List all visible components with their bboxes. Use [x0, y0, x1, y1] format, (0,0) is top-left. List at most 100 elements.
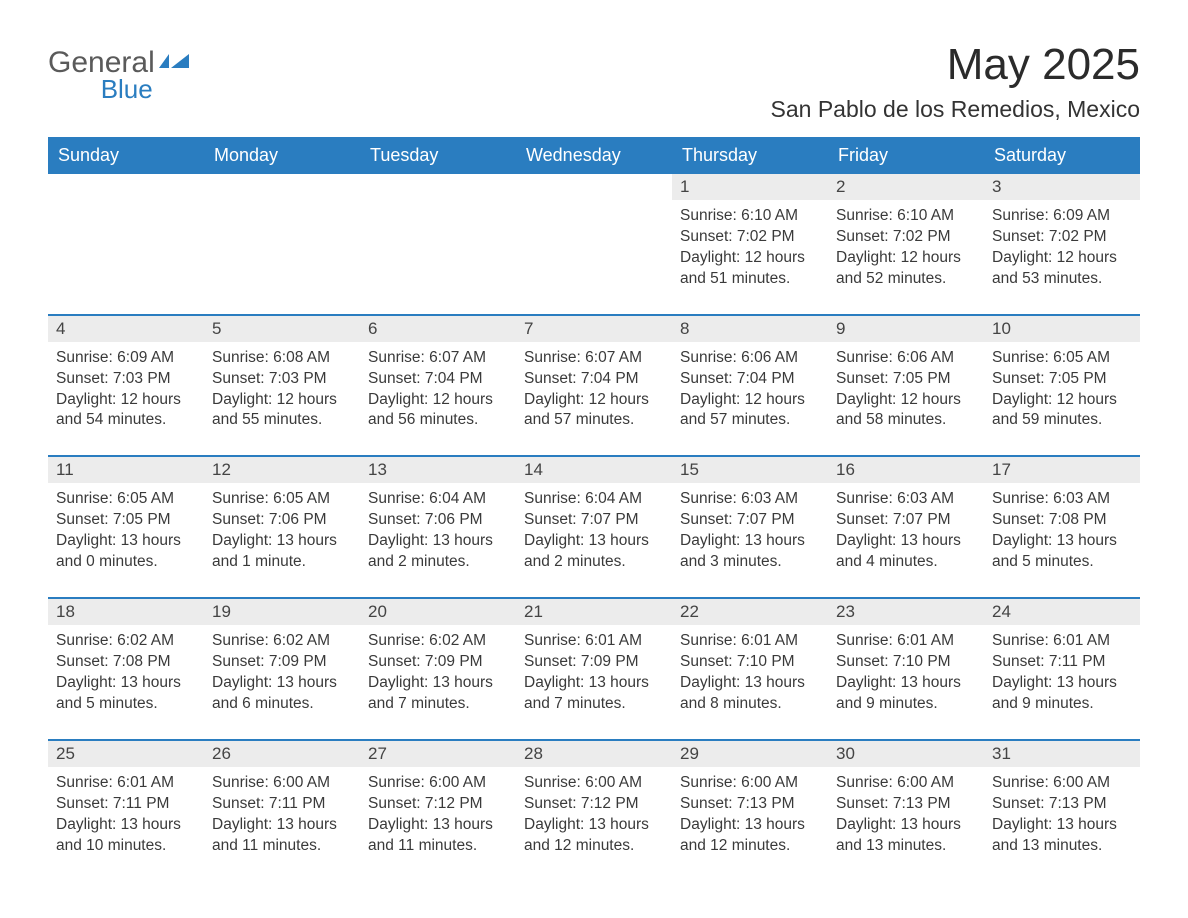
sunset-line: Sunset: 7:07 PM	[680, 510, 820, 531]
sunrise-line: Sunrise: 6:06 AM	[680, 348, 820, 369]
page-header: General Blue May 2025 San Pablo de los R…	[48, 40, 1140, 123]
week-body-row: Sunrise: 6:05 AMSunset: 7:05 PMDaylight:…	[48, 483, 1140, 598]
day-number-cell: 21	[516, 598, 672, 625]
day-detail-cell: Sunrise: 6:05 AMSunset: 7:05 PMDaylight:…	[48, 483, 204, 598]
day-detail-cell: Sunrise: 6:00 AMSunset: 7:13 PMDaylight:…	[672, 767, 828, 881]
sunset-line: Sunset: 7:12 PM	[524, 794, 664, 815]
sunset-line: Sunset: 7:08 PM	[56, 652, 196, 673]
day-detail-cell: Sunrise: 6:07 AMSunset: 7:04 PMDaylight:…	[360, 342, 516, 457]
day-detail-cell: Sunrise: 6:01 AMSunset: 7:10 PMDaylight:…	[672, 625, 828, 740]
day-number-cell: 5	[204, 315, 360, 342]
day-number-cell: 26	[204, 740, 360, 767]
day-detail-cell: Sunrise: 6:04 AMSunset: 7:06 PMDaylight:…	[360, 483, 516, 598]
daylight-line: Daylight: 12 hours and 51 minutes.	[680, 248, 820, 290]
day-detail-cell	[360, 200, 516, 315]
sunset-line: Sunset: 7:11 PM	[56, 794, 196, 815]
sunrise-line: Sunrise: 6:01 AM	[56, 773, 196, 794]
day-number-cell: 9	[828, 315, 984, 342]
weekday-header: Thursday	[672, 137, 828, 174]
day-detail-cell: Sunrise: 6:06 AMSunset: 7:05 PMDaylight:…	[828, 342, 984, 457]
day-detail-cell: Sunrise: 6:00 AMSunset: 7:12 PMDaylight:…	[516, 767, 672, 881]
daylight-line: Daylight: 13 hours and 5 minutes.	[56, 673, 196, 715]
daylight-line: Daylight: 12 hours and 55 minutes.	[212, 390, 352, 432]
day-number-cell: 17	[984, 456, 1140, 483]
daylight-line: Daylight: 13 hours and 2 minutes.	[524, 531, 664, 573]
day-number-cell: 4	[48, 315, 204, 342]
day-number-cell: 18	[48, 598, 204, 625]
sunrise-line: Sunrise: 6:00 AM	[680, 773, 820, 794]
day-detail-cell	[204, 200, 360, 315]
week-daynum-row: 25262728293031	[48, 740, 1140, 767]
weekday-header: Tuesday	[360, 137, 516, 174]
sunrise-line: Sunrise: 6:02 AM	[368, 631, 508, 652]
week-body-row: Sunrise: 6:01 AMSunset: 7:11 PMDaylight:…	[48, 767, 1140, 881]
day-detail-cell	[516, 200, 672, 315]
sunrise-line: Sunrise: 6:03 AM	[992, 489, 1132, 510]
sunrise-line: Sunrise: 6:03 AM	[680, 489, 820, 510]
daylight-line: Daylight: 13 hours and 7 minutes.	[368, 673, 508, 715]
sunset-line: Sunset: 7:09 PM	[212, 652, 352, 673]
day-number-cell: 13	[360, 456, 516, 483]
day-number-cell: 27	[360, 740, 516, 767]
day-detail-cell: Sunrise: 6:09 AMSunset: 7:02 PMDaylight:…	[984, 200, 1140, 315]
sunset-line: Sunset: 7:02 PM	[992, 227, 1132, 248]
daylight-line: Daylight: 13 hours and 5 minutes.	[992, 531, 1132, 573]
sunset-line: Sunset: 7:04 PM	[680, 369, 820, 390]
sunrise-line: Sunrise: 6:05 AM	[56, 489, 196, 510]
weekday-header-row: Sunday Monday Tuesday Wednesday Thursday…	[48, 137, 1140, 174]
sunrise-line: Sunrise: 6:09 AM	[992, 206, 1132, 227]
day-detail-cell: Sunrise: 6:02 AMSunset: 7:09 PMDaylight:…	[360, 625, 516, 740]
sunset-line: Sunset: 7:04 PM	[368, 369, 508, 390]
sunset-line: Sunset: 7:03 PM	[212, 369, 352, 390]
day-detail-cell: Sunrise: 6:09 AMSunset: 7:03 PMDaylight:…	[48, 342, 204, 457]
daylight-line: Daylight: 12 hours and 58 minutes.	[836, 390, 976, 432]
weekday-header: Friday	[828, 137, 984, 174]
day-number-cell: 3	[984, 174, 1140, 200]
day-number-cell: 19	[204, 598, 360, 625]
daylight-line: Daylight: 12 hours and 53 minutes.	[992, 248, 1132, 290]
sunrise-line: Sunrise: 6:05 AM	[212, 489, 352, 510]
sunrise-line: Sunrise: 6:02 AM	[56, 631, 196, 652]
week-body-row: Sunrise: 6:10 AMSunset: 7:02 PMDaylight:…	[48, 200, 1140, 315]
sunset-line: Sunset: 7:13 PM	[836, 794, 976, 815]
weekday-header: Sunday	[48, 137, 204, 174]
sunrise-line: Sunrise: 6:02 AM	[212, 631, 352, 652]
day-number-cell	[48, 174, 204, 200]
brand-flag-icon	[159, 54, 193, 78]
day-detail-cell: Sunrise: 6:02 AMSunset: 7:09 PMDaylight:…	[204, 625, 360, 740]
day-number-cell: 25	[48, 740, 204, 767]
day-number-cell	[360, 174, 516, 200]
sunrise-line: Sunrise: 6:03 AM	[836, 489, 976, 510]
sunset-line: Sunset: 7:08 PM	[992, 510, 1132, 531]
sunset-line: Sunset: 7:11 PM	[212, 794, 352, 815]
calendar-table: Sunday Monday Tuesday Wednesday Thursday…	[48, 137, 1140, 880]
brand-line2: Blue	[48, 76, 155, 102]
day-detail-cell: Sunrise: 6:10 AMSunset: 7:02 PMDaylight:…	[672, 200, 828, 315]
day-detail-cell: Sunrise: 6:03 AMSunset: 7:07 PMDaylight:…	[672, 483, 828, 598]
day-number-cell: 29	[672, 740, 828, 767]
day-detail-cell: Sunrise: 6:06 AMSunset: 7:04 PMDaylight:…	[672, 342, 828, 457]
week-body-row: Sunrise: 6:02 AMSunset: 7:08 PMDaylight:…	[48, 625, 1140, 740]
day-number-cell: 8	[672, 315, 828, 342]
day-detail-cell: Sunrise: 6:00 AMSunset: 7:11 PMDaylight:…	[204, 767, 360, 881]
sunrise-line: Sunrise: 6:05 AM	[992, 348, 1132, 369]
sunrise-line: Sunrise: 6:06 AM	[836, 348, 976, 369]
calendar-document: General Blue May 2025 San Pablo de los R…	[0, 0, 1188, 910]
day-detail-cell: Sunrise: 6:05 AMSunset: 7:05 PMDaylight:…	[984, 342, 1140, 457]
day-detail-cell: Sunrise: 6:01 AMSunset: 7:11 PMDaylight:…	[48, 767, 204, 881]
day-number-cell: 14	[516, 456, 672, 483]
sunrise-line: Sunrise: 6:08 AM	[212, 348, 352, 369]
day-detail-cell: Sunrise: 6:04 AMSunset: 7:07 PMDaylight:…	[516, 483, 672, 598]
sunrise-line: Sunrise: 6:10 AM	[836, 206, 976, 227]
day-detail-cell	[48, 200, 204, 315]
day-number-cell	[516, 174, 672, 200]
week-daynum-row: 123	[48, 174, 1140, 200]
daylight-line: Daylight: 13 hours and 1 minute.	[212, 531, 352, 573]
month-title: May 2025	[771, 40, 1140, 90]
title-block: May 2025 San Pablo de los Remedios, Mexi…	[771, 40, 1140, 123]
brand-text: General Blue	[48, 48, 155, 102]
sunset-line: Sunset: 7:02 PM	[836, 227, 976, 248]
sunset-line: Sunset: 7:04 PM	[524, 369, 664, 390]
sunset-line: Sunset: 7:05 PM	[992, 369, 1132, 390]
day-detail-cell: Sunrise: 6:02 AMSunset: 7:08 PMDaylight:…	[48, 625, 204, 740]
